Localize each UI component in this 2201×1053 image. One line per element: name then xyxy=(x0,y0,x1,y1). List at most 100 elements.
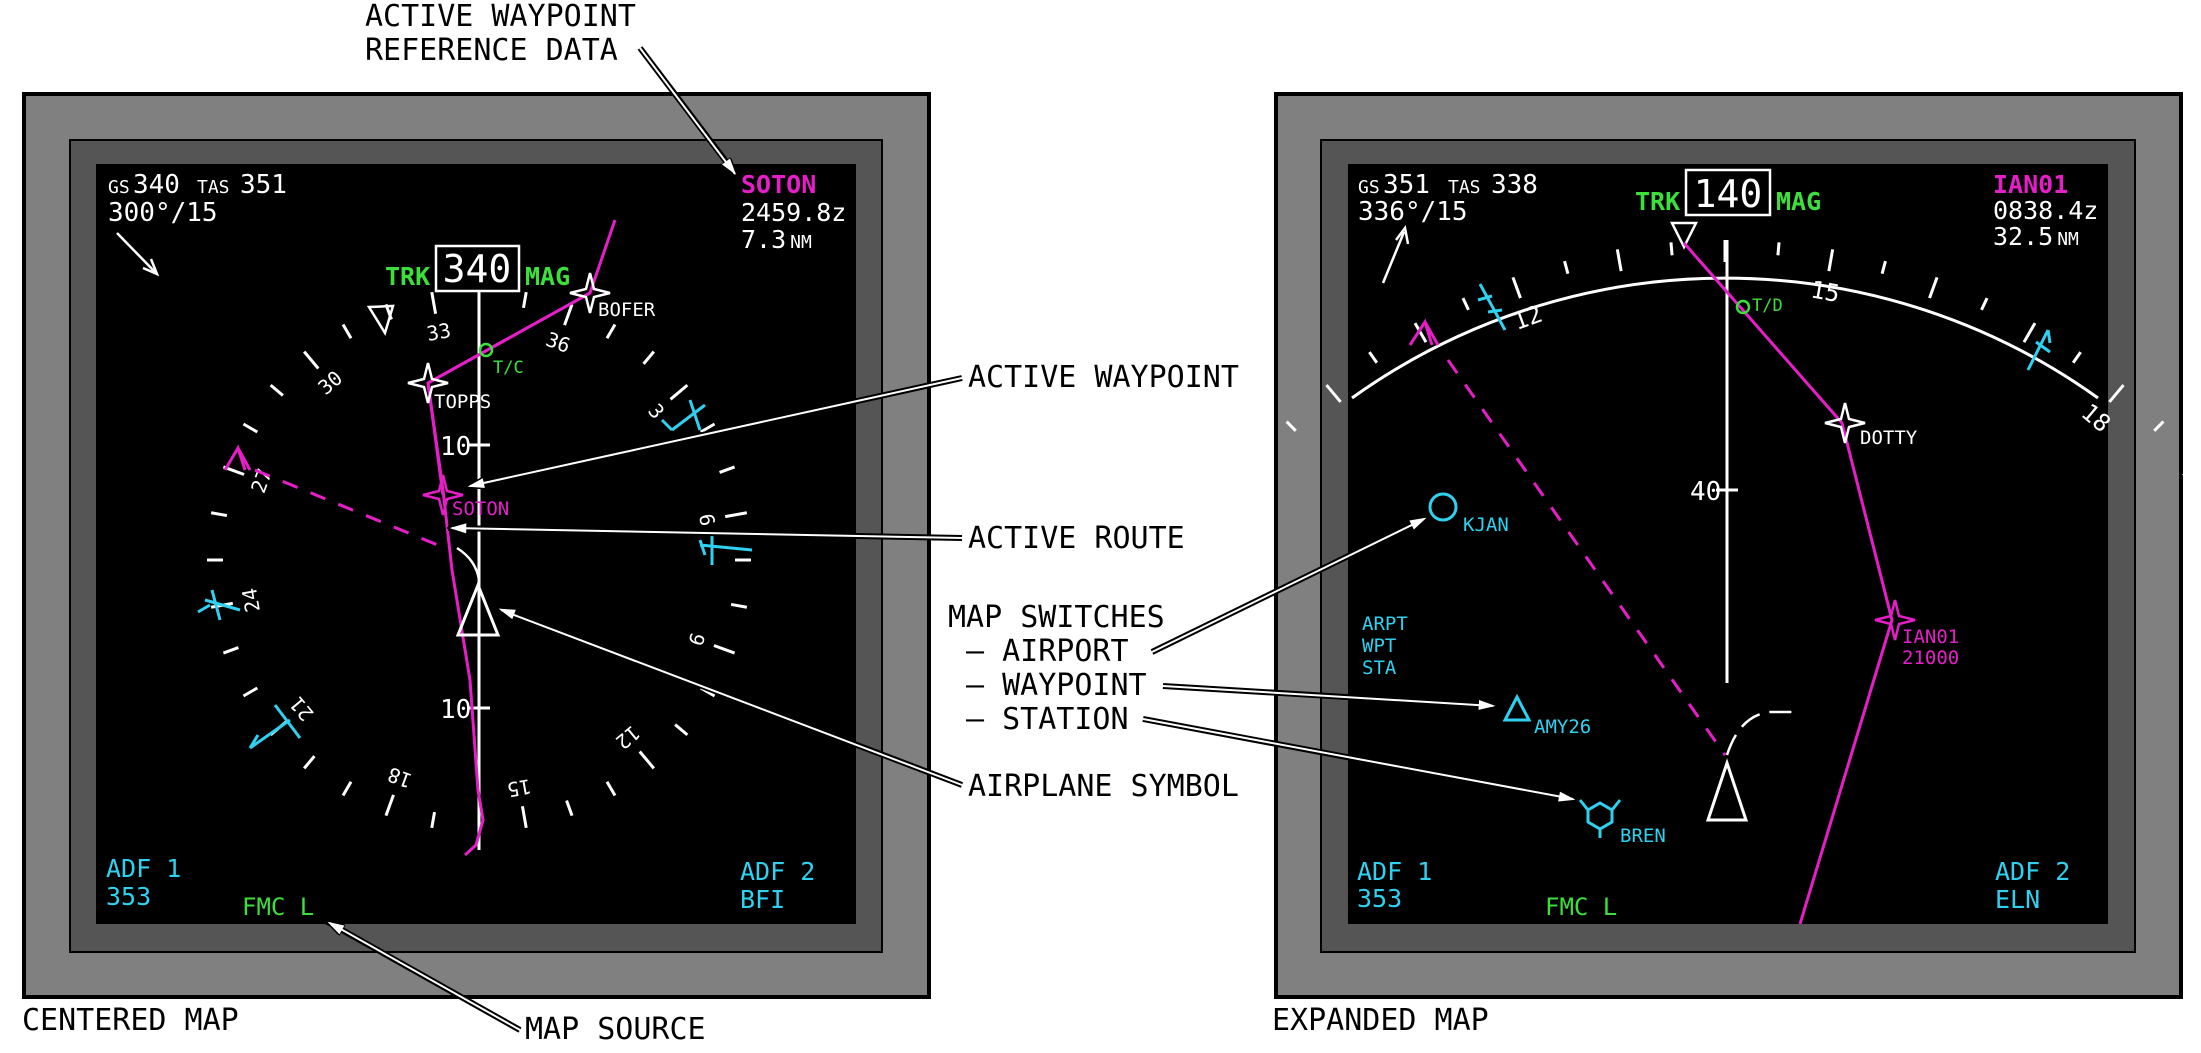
switch-sta: STA xyxy=(1362,657,1397,679)
compass-tick xyxy=(222,646,239,655)
trend-vector xyxy=(1725,710,1797,756)
compass-tick xyxy=(730,602,748,609)
waypoint-icon xyxy=(1824,402,1866,444)
compass-label: 24 xyxy=(237,586,265,614)
station-label: BREN xyxy=(1620,825,1666,847)
compass-tick xyxy=(242,422,259,434)
range-label-upper: 10 xyxy=(440,432,471,462)
compass-tick xyxy=(563,303,574,326)
gs-label: GS xyxy=(108,177,130,198)
airport-icon xyxy=(1428,492,1458,522)
arc-tick xyxy=(2153,420,2165,432)
fix-topps: TOPPS xyxy=(434,391,491,413)
track-box xyxy=(1684,168,1772,217)
mag-label: MAG xyxy=(1776,187,1821,216)
arc-tick xyxy=(1461,297,1470,311)
adf-pointer-left xyxy=(197,589,241,621)
range-label-lower: 10 xyxy=(440,695,471,725)
compass-tick xyxy=(642,350,655,365)
dashed-route-line xyxy=(254,468,446,550)
fix-ian01-altitude: 21000 xyxy=(1902,647,1959,669)
waypoint-name: SOTON xyxy=(741,170,816,199)
callout-active-route: ACTIVE ROUTE xyxy=(968,521,1185,556)
adf2-label: ADF 2 xyxy=(1995,857,2070,886)
callout-waypoint: – WAYPOINT xyxy=(966,668,1147,703)
leader-reference-data xyxy=(637,46,740,176)
wind-arrow-icon xyxy=(116,232,160,277)
track-value: 340 xyxy=(443,247,512,291)
compass-tick xyxy=(384,794,395,817)
waypoint-icon xyxy=(407,272,611,404)
arc-label: 15 xyxy=(1809,275,1842,308)
gs-value: 340 xyxy=(133,170,180,200)
dashed-route-line xyxy=(1446,359,1727,756)
track-box xyxy=(434,244,521,293)
navaid-symbols xyxy=(1477,283,2052,371)
compass-tick xyxy=(565,800,574,817)
adf2-value: BFI xyxy=(740,885,785,914)
fix-bofer: BOFER xyxy=(598,299,656,321)
waypoint-distance: 32.5 NM xyxy=(1993,222,2079,251)
compass-arc xyxy=(1351,276,2099,400)
airport-label: KJAN xyxy=(1463,514,1509,536)
compass-tick xyxy=(430,291,438,315)
leader-lines xyxy=(326,46,1577,1033)
compass-tick xyxy=(713,644,736,655)
switch-wpt: WPT xyxy=(1362,635,1396,657)
gs-label: GS xyxy=(1358,177,1380,198)
callout-airplane-symbol: AIRPLANE SYMBOL xyxy=(968,769,1239,804)
leader-airport xyxy=(1150,514,1428,655)
map-source-label: FMC L xyxy=(1545,893,1617,921)
tas-label: TAS xyxy=(197,177,230,198)
mag-label: MAG xyxy=(525,262,570,291)
active-route-line xyxy=(1682,242,1894,925)
switch-arpt: ARPT xyxy=(1362,613,1408,635)
leader-active-route xyxy=(448,528,963,541)
compass-tick xyxy=(669,384,689,401)
callout-airport: – AIRPORT xyxy=(966,634,1129,669)
callouts: ACTIVE WAYPOINT REFERENCE DATA ACTIVE WA… xyxy=(365,0,1239,1047)
waypoint-eta: 0838.4z xyxy=(1993,196,2098,225)
airplane-symbol xyxy=(1705,758,1749,822)
expanded-map-caption: EXPANDED MAP xyxy=(1272,1003,1489,1038)
compass-arc-ticks xyxy=(1249,240,2201,477)
compass-tick xyxy=(269,384,284,397)
trk-label: TRK xyxy=(1635,187,1680,216)
arc-tick xyxy=(1413,322,1428,343)
compass-tick xyxy=(210,511,228,518)
adf1-value: 353 xyxy=(1357,884,1402,913)
adf2-value: ELN xyxy=(1995,885,2040,914)
magenta-symbol-left xyxy=(223,444,252,471)
callout-map-switches: MAP SWITCHES xyxy=(948,600,1165,635)
wind-arrow-icon xyxy=(1381,224,1410,284)
leader-waypoint xyxy=(1162,683,1497,706)
compass-tick xyxy=(724,511,748,519)
arc-tick xyxy=(1980,297,1989,311)
compass-tick xyxy=(520,805,528,829)
compass-tick xyxy=(674,723,689,736)
active-route-bofer-soton xyxy=(427,291,591,385)
td-label: T/D xyxy=(1752,296,1783,316)
compass-tick xyxy=(605,780,617,797)
map-source-label: FMC L xyxy=(242,893,314,921)
compass-tick xyxy=(430,811,437,829)
trend-vector xyxy=(456,546,481,581)
arc-tick xyxy=(1325,384,1342,403)
gs-value: 351 xyxy=(1383,170,1430,200)
navaid-symbols xyxy=(197,399,753,750)
leader-airplane-symbol xyxy=(497,605,964,788)
arc-tick xyxy=(1928,276,1939,299)
arc-tick xyxy=(1511,276,1522,299)
active-route-soton-segment xyxy=(426,382,445,496)
range-label-40: 40 xyxy=(1690,477,1721,507)
wind-readout: 336°/15 xyxy=(1358,197,1468,227)
arc-tick xyxy=(1827,249,1835,272)
station-icon xyxy=(1578,799,1622,838)
arc-tick xyxy=(1669,242,1674,256)
tc-label: T/C xyxy=(493,358,524,378)
callout-active-waypoint: ACTIVE WAYPOINT xyxy=(968,360,1239,395)
adf-pointer-right xyxy=(698,535,753,565)
waypoint-name: IAN01 xyxy=(1993,170,2068,199)
